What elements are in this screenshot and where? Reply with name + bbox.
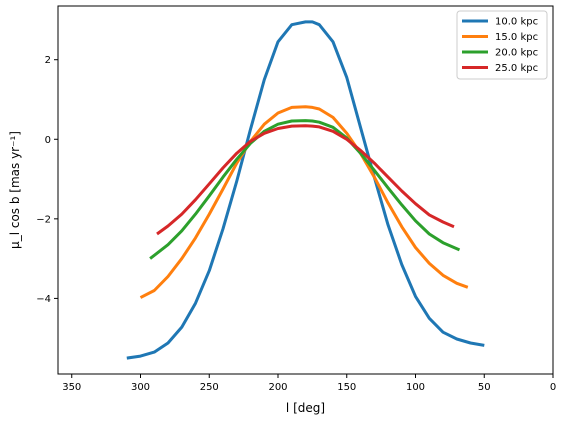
x-tick-label: 300	[131, 382, 150, 393]
x-tick-label: 100	[406, 382, 425, 393]
series-line-1	[139, 105, 469, 299]
series-line-2	[149, 119, 461, 260]
legend-label-3: 25.0 kpc	[495, 63, 538, 74]
x-axis-label: l [deg]	[286, 401, 325, 415]
x-tick-label: 250	[200, 382, 219, 393]
legend: 10.0 kpc 15.0 kpc 20.0 kpc 25.0 kpc	[456, 10, 548, 80]
y-tick-label: 0	[45, 135, 51, 146]
x-tick-label: 0	[550, 382, 556, 393]
series-line-3	[156, 124, 455, 236]
y-axis-ticks: 2 0 −2 −4	[36, 55, 58, 305]
legend-box	[456, 10, 548, 80]
plot-frame	[57, 5, 554, 375]
x-tick-label: 50	[478, 382, 491, 393]
y-axis-label: μ_l cos b [mas yr⁻¹]	[8, 131, 22, 249]
y-tick-label: −2	[36, 214, 51, 225]
y-tick-label: −4	[36, 294, 51, 305]
series-line-0	[126, 20, 485, 360]
legend-label-2: 20.0 kpc	[495, 48, 538, 59]
legend-label-1: 15.0 kpc	[495, 32, 538, 43]
x-tick-label: 200	[268, 382, 287, 393]
series-layer	[126, 20, 485, 360]
y-tick-label: 2	[45, 55, 51, 66]
legend-label-0: 10.0 kpc	[495, 17, 538, 28]
x-tick-label: 150	[337, 382, 356, 393]
x-tick-label: 350	[62, 382, 81, 393]
x-axis-ticks: 350 300 250 200 150 100 50 0	[62, 374, 556, 393]
